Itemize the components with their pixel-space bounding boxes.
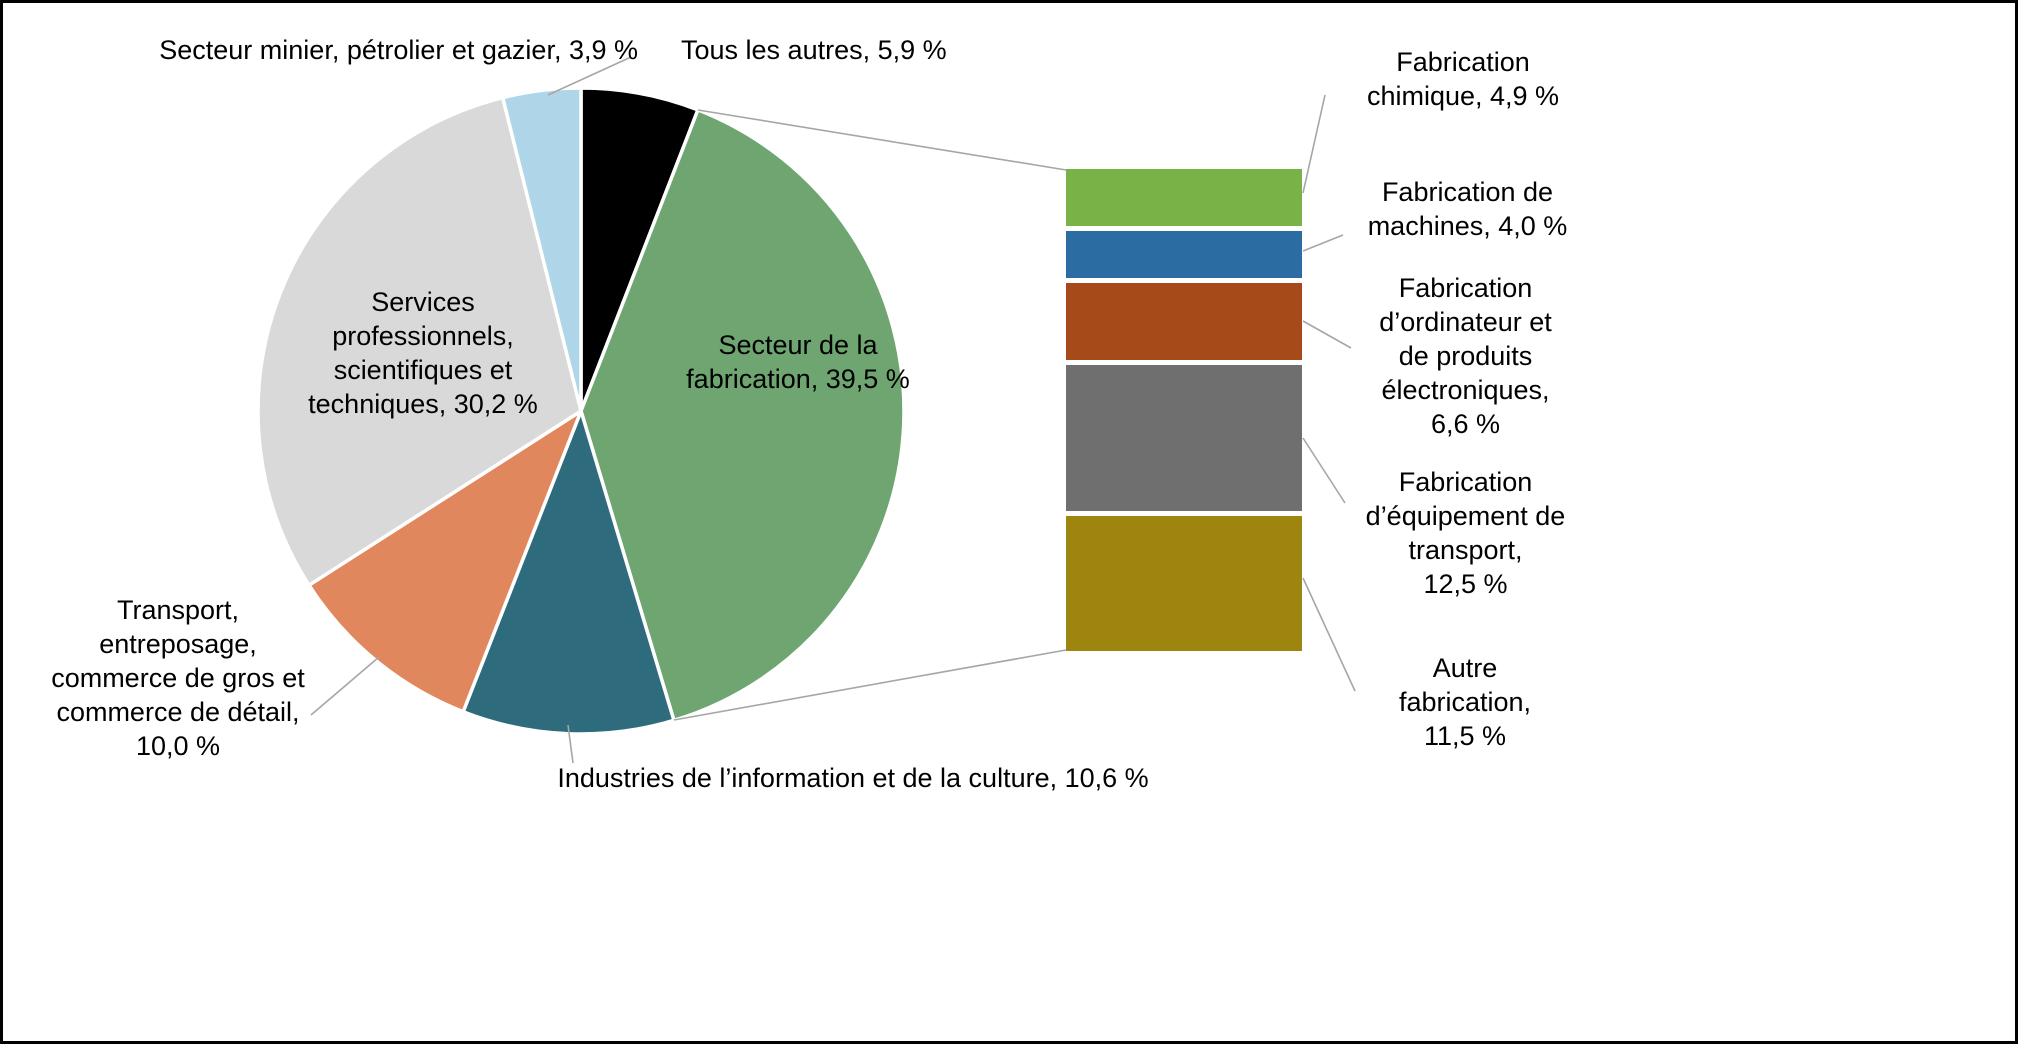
pie-chart-svg (256, 56, 1356, 764)
bar-segment-fabrication-de-machines (1066, 231, 1302, 279)
leader-line-information (567, 724, 574, 764)
pie-slice-transport-entreposage-commerce-de-gros-et-commerce-de-detail (307, 409, 583, 714)
label-fabrication-machines: Fabrication de machines, 4,0 % (1367, 177, 1568, 242)
label-fabrication-ordinateur: Fabrication d’ordinateur et de produits … (1379, 273, 1552, 440)
bar-segment-autre-fabrication (1066, 516, 1302, 651)
leader-line-transport (310, 656, 380, 716)
pie-group (256, 86, 906, 736)
leader-line-autre-fabrication (1302, 577, 1356, 692)
pie-to-bar-connector-top (697, 109, 1067, 171)
leader-line-minier (547, 56, 632, 96)
leader-line-ordinateur (1302, 320, 1352, 349)
breakdown-stacked-bar (1066, 169, 1302, 651)
label-tous-les-autres: Tous les autres, 5,9 % (681, 35, 947, 65)
pie-slice-secteur-minier-petrolier-et-gazier (500, 86, 583, 413)
leader-line-chimique (1302, 94, 1326, 194)
label-secteur-minier: Secteur minier, pétrolier et gazier, 3,9… (159, 35, 638, 65)
leader-line-machines (1302, 234, 1344, 252)
label-autre-fabrication: Autre fabrication, 11,5 % (1398, 653, 1532, 752)
label-transport-entreposage: Transport, entreposage, commerce de gros… (51, 595, 305, 762)
pie-slice-secteur-de-la-fabrication (579, 108, 906, 723)
bar-segment-fabrication-d-ordinateur-et-de-produits-electroniques (1066, 283, 1302, 361)
label-fabrication-equipement: Fabrication d’équipement de transport, 1… (1365, 467, 1566, 600)
pie-slice-industries-de-l-information-et-de-la-culture (461, 409, 676, 736)
pie-to-bar-connector-bottom (673, 649, 1067, 721)
label-fabrication-chimique: Fabrication chimique, 4,9 % (1366, 47, 1560, 112)
bar-segment-fabrication-d-equipement-de-transport (1066, 365, 1302, 512)
pie-slice-services-professionnels-scientifiques-et-techniques (256, 95, 583, 587)
label-secteur-fabrication: Secteur de la fabrication, 39,5 % (686, 330, 910, 395)
label-industries-information: Industries de l’information et de la cul… (557, 763, 1149, 793)
label-services-professionnels: Services professionnels, scientifiques e… (308, 287, 538, 420)
leader-line-equipement (1302, 437, 1346, 504)
bar-segment-fabrication-chimique (1066, 169, 1302, 227)
